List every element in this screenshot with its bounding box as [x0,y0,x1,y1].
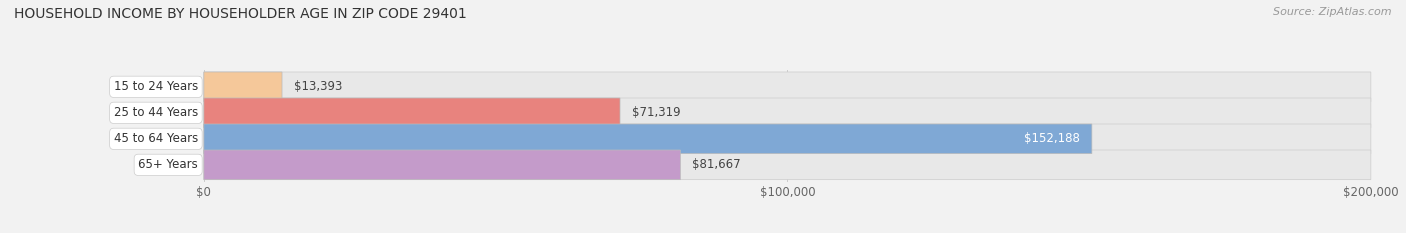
Text: $71,319: $71,319 [631,106,681,119]
Text: 45 to 64 Years: 45 to 64 Years [114,132,198,145]
FancyBboxPatch shape [204,124,1371,154]
Text: $13,393: $13,393 [294,80,342,93]
Text: $81,667: $81,667 [692,158,741,171]
FancyBboxPatch shape [204,124,1092,154]
Text: 25 to 44 Years: 25 to 44 Years [114,106,198,119]
FancyBboxPatch shape [204,150,1371,180]
Text: 15 to 24 Years: 15 to 24 Years [114,80,198,93]
FancyBboxPatch shape [204,98,620,128]
FancyBboxPatch shape [204,72,283,102]
Text: $152,188: $152,188 [1025,132,1080,145]
Text: Source: ZipAtlas.com: Source: ZipAtlas.com [1274,7,1392,17]
Text: HOUSEHOLD INCOME BY HOUSEHOLDER AGE IN ZIP CODE 29401: HOUSEHOLD INCOME BY HOUSEHOLDER AGE IN Z… [14,7,467,21]
FancyBboxPatch shape [204,72,1371,102]
FancyBboxPatch shape [204,150,681,180]
Text: 65+ Years: 65+ Years [138,158,198,171]
FancyBboxPatch shape [204,98,1371,128]
